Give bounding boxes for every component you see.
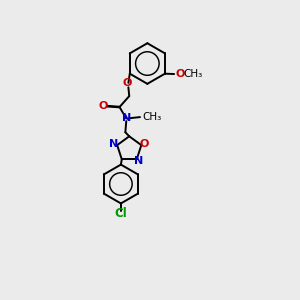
Text: O: O — [176, 69, 185, 79]
Text: Cl: Cl — [115, 207, 127, 220]
Text: O: O — [99, 101, 108, 111]
Text: CH₃: CH₃ — [183, 69, 202, 79]
Text: N: N — [110, 139, 118, 149]
Text: O: O — [122, 78, 132, 88]
Text: N: N — [122, 113, 131, 123]
Text: N: N — [134, 156, 143, 167]
Text: O: O — [140, 139, 149, 149]
Text: CH₃: CH₃ — [142, 112, 161, 122]
